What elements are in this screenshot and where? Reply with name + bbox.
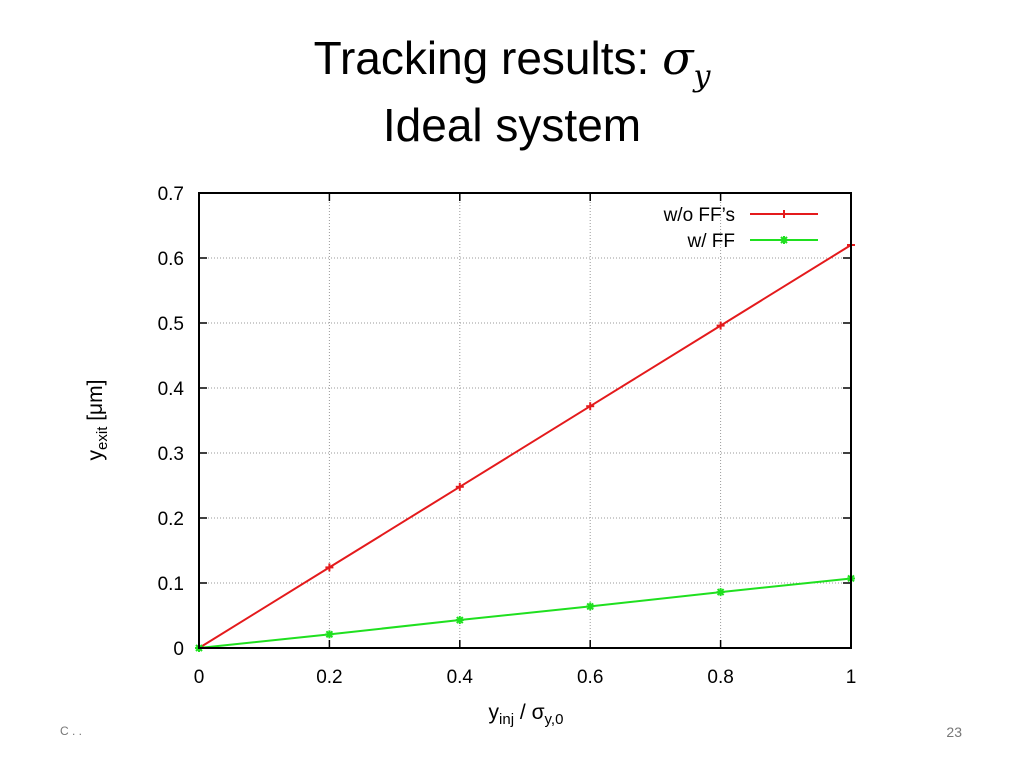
slide-title: Tracking results: σy Ideal system <box>0 28 1024 155</box>
title-text: Tracking results: <box>313 32 663 84</box>
x-tick-label: 0 <box>194 667 205 688</box>
page-number: 23 <box>946 724 962 740</box>
legend-item: w/o FF’s <box>663 205 818 226</box>
x-tick-label: 0.8 <box>707 667 733 688</box>
y-tick-label: 0.3 <box>158 444 184 465</box>
y-axis-label-sub: exit <box>94 426 111 450</box>
series-line <box>198 577 852 649</box>
legend: w/o FF’s w/ FF <box>663 205 818 252</box>
x-axis-label-sigma: σ <box>532 701 545 724</box>
legend-marker-d2 <box>780 236 788 244</box>
y-axis-label-main: y <box>84 449 107 460</box>
x-axis-label: yinj / σy,0 <box>489 701 564 728</box>
legend-label: w/o FF’s <box>663 205 735 226</box>
series-1 <box>195 241 855 652</box>
x-tick-label: 0.6 <box>577 667 603 688</box>
series-line <box>198 244 852 649</box>
data-point <box>455 616 464 625</box>
y-tick-label: 0.5 <box>158 314 184 335</box>
data-point <box>586 402 595 411</box>
x-tick-label: 0.4 <box>447 667 474 688</box>
data-point-d2 <box>716 588 725 596</box>
y-tick-label: 0.1 <box>158 574 184 595</box>
y-tick-label: 0.7 <box>158 184 184 205</box>
legend-label: w/ FF <box>687 231 736 252</box>
grid-layer <box>199 193 851 648</box>
x-axis-label-sigma-sub: y,0 <box>545 711 564 728</box>
plot-frame <box>198 192 852 649</box>
legend-marker <box>780 236 788 244</box>
data-point <box>325 630 334 639</box>
y-tick-label: 0.2 <box>158 509 184 530</box>
y-tick-label: 0 <box>173 639 184 660</box>
data-point <box>325 563 334 572</box>
y-axis-label-unit: [μm] <box>84 380 107 427</box>
x-tick-label: 1 <box>846 667 857 688</box>
data-point <box>716 588 725 597</box>
x-axis-label-main: y <box>489 701 500 724</box>
x-axis-label-sep: / <box>514 701 532 724</box>
title-line-1: Tracking results: σy <box>0 28 1024 95</box>
title-line-2: Ideal system <box>382 99 642 151</box>
series-layer <box>195 241 855 652</box>
y-tick-label: 0.6 <box>158 249 184 270</box>
data-point-d2 <box>325 630 334 639</box>
data-point <box>455 482 464 491</box>
title-sigma-subscript: y <box>693 59 711 94</box>
data-point-d2 <box>586 602 594 611</box>
x-axis-label-sub: inj <box>499 711 514 728</box>
y-tick-label: 0.4 <box>158 379 185 400</box>
footer-left: C . . <box>60 724 83 738</box>
tick-layer: 0 0.2 0.4 0.6 0.8 1 0 0.1 0.2 0.3 0.4 0.5 0.6 0.7 <box>158 184 857 688</box>
series-2 <box>195 574 855 652</box>
legend-marker <box>780 210 788 218</box>
x-tick-label: 0.2 <box>316 667 342 688</box>
title-sigma-symbol: σ <box>662 31 694 85</box>
legend-item: w/ FF <box>687 231 818 252</box>
data-point-d2 <box>456 616 464 624</box>
y-axis-label: yexit [μm] <box>84 380 111 461</box>
data-point <box>586 602 595 611</box>
data-point <box>716 321 725 330</box>
